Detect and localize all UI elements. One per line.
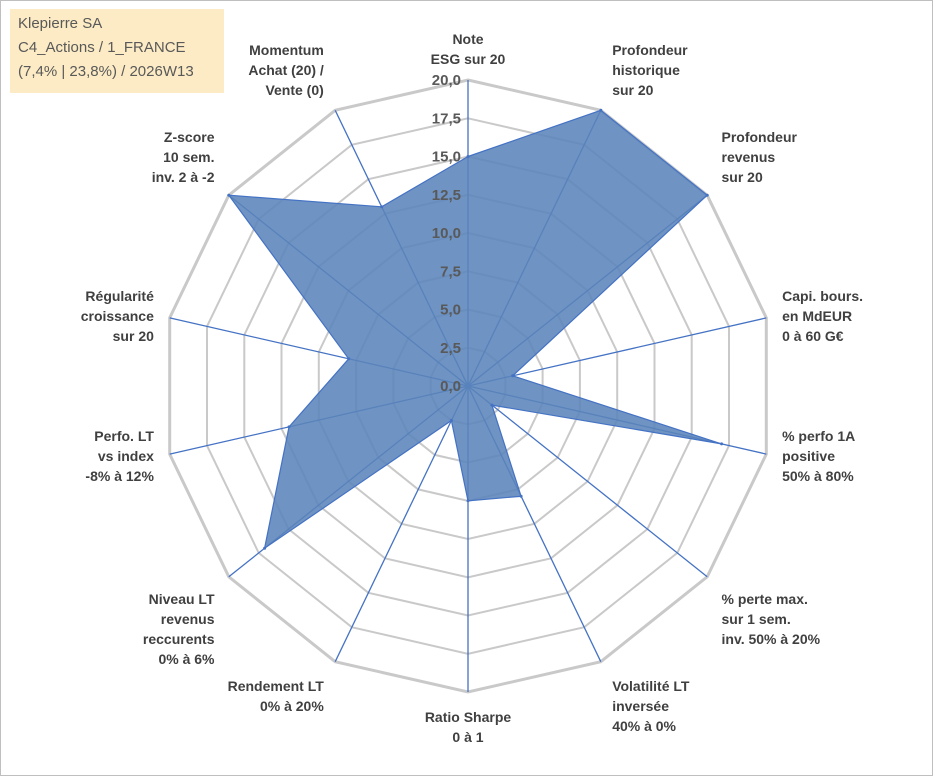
info-box: Klepierre SA C4_Actions / 1_FRANCE (7,4%… [10,9,224,93]
axis-label: Rendement LT 0% à 20% [228,678,325,714]
axis-label-line: ESG sur 20 [431,51,506,67]
axis-label-line: 0% à 6% [158,651,215,667]
axis-label: Perfo. LT vs index -8% à 12% [85,428,154,484]
axis-label-line: Perfo. LT [94,428,154,444]
axis-label-line: -8% à 12% [85,468,154,484]
axis-label-line: Z-score [164,129,215,145]
axis-label-line: inv. 2 à -2 [152,169,215,185]
series-point [720,442,724,446]
tick-label: 0,0 [440,378,461,395]
tick-label: 15,0 [432,149,461,166]
axis-labels: Note ESG sur 20 Profondeur historique sur 20… [81,31,863,745]
axis-label-line: reccurents [143,631,215,647]
axis-label: Volatilité LT inversée 40% à 0% [612,678,690,734]
tick-label: 10,0 [432,225,461,242]
series-point [449,419,453,422]
axis-label-line: revenus [161,611,215,627]
tick-label: 17,5 [432,110,461,127]
axis-label-line: Régularité [85,288,154,304]
axis-label: % perte max. sur 1 sem. inv. 50% à 20% [722,591,821,647]
axis-label-line: inversée [612,698,669,714]
axis-label-line: croissance [81,308,154,324]
axis-label-line: sur 1 sem. [722,611,791,627]
axis-label: Z-score 10 sem. inv. 2 à -2 [152,129,215,185]
tick-label: 20,0 [432,72,461,89]
series-point [705,193,709,197]
axis-label-line: Volatilité LT [612,678,690,694]
axis-label-line: en MdEUR [782,308,852,324]
axis-label-line: 10 sem. [163,149,214,165]
series-point [511,374,515,378]
tick-label: 12,5 [432,187,461,204]
tick-label: 2,5 [440,340,461,357]
axis-label-line: historique [612,62,680,78]
axis-label-line: Profondeur [722,129,798,145]
axis-label-line: Niveau LT [149,591,215,607]
axis-label-line: revenus [722,149,776,165]
axis-label-line: sur 20 [612,82,653,98]
series-point [599,108,603,112]
axis-label-line: % perte max. [722,591,808,607]
tick-label: 5,0 [440,302,461,319]
axis-label-line: Capi. bours. [782,288,863,304]
series-point [490,403,494,407]
axis-label-line: Note [452,31,483,47]
axis-label-line: sur 20 [722,169,763,185]
period-label: (7,4% | 23,8%) / 2026W13 [18,63,194,80]
axis-label: Régularité croissance sur 20 [81,288,154,344]
axis-label-line: Profondeur [612,42,688,58]
series-point [263,546,267,550]
axis-label: Capi. bours. en MdEUR 0 à 60 G€ [782,288,863,344]
series-point [380,205,384,209]
axis-label-line: inv. 50% à 20% [722,631,821,647]
axis-label-line: Achat (20) / [248,62,324,78]
axis-label: Ratio Sharpe 0 à 1 [425,709,512,745]
axis-label: Note ESG sur 20 [431,31,506,67]
axis-label-line: 0 à 60 G€ [782,328,844,344]
axis-label: Profondeur historique sur 20 [612,42,688,98]
axis-label-line: Vente (0) [265,82,323,98]
radar-series [227,108,724,550]
axis-label-line: sur 20 [113,328,154,344]
company-name: Klepierre SA [18,15,103,32]
series-point [519,494,523,498]
portfolio-name: C4_Actions / 1_FRANCE [18,39,186,56]
series-point [466,155,470,158]
axis-label-line: 0 à 1 [452,729,483,745]
axis-label-line: Ratio Sharpe [425,709,512,725]
axis-label-line: Momentum [249,42,324,58]
axis-spoke [334,385,469,662]
axis-label-line: Rendement LT [228,678,325,694]
axis-label-line: 0% à 20% [260,698,324,714]
axis-label: % perfo 1A positive 50% à 80% [782,428,855,484]
axis-spoke [467,317,767,387]
axis-label: Profondeur revenus sur 20 [722,129,798,185]
radial-tick-labels: 0,0 2,5 5,0 7,5 10,0 12,5 15,0 17,5 20,0 [432,72,461,395]
series-point [347,357,351,361]
axis-label: Momentum Achat (20) / Vente (0) [248,42,324,98]
axis-label: Niveau LT revenus reccurents 0% à 6% [143,591,215,667]
axis-label-line: vs index [98,448,154,464]
axis-label-line: 40% à 0% [612,718,676,734]
tick-label: 7,5 [440,263,461,280]
axis-label-line: % perfo 1A [782,428,855,444]
axis-spoke [467,385,708,578]
axis-label-line: positive [782,448,835,464]
series-point [466,499,470,503]
series-point [287,425,291,429]
series-point [227,193,231,197]
axis-label-line: 50% à 80% [782,468,854,484]
